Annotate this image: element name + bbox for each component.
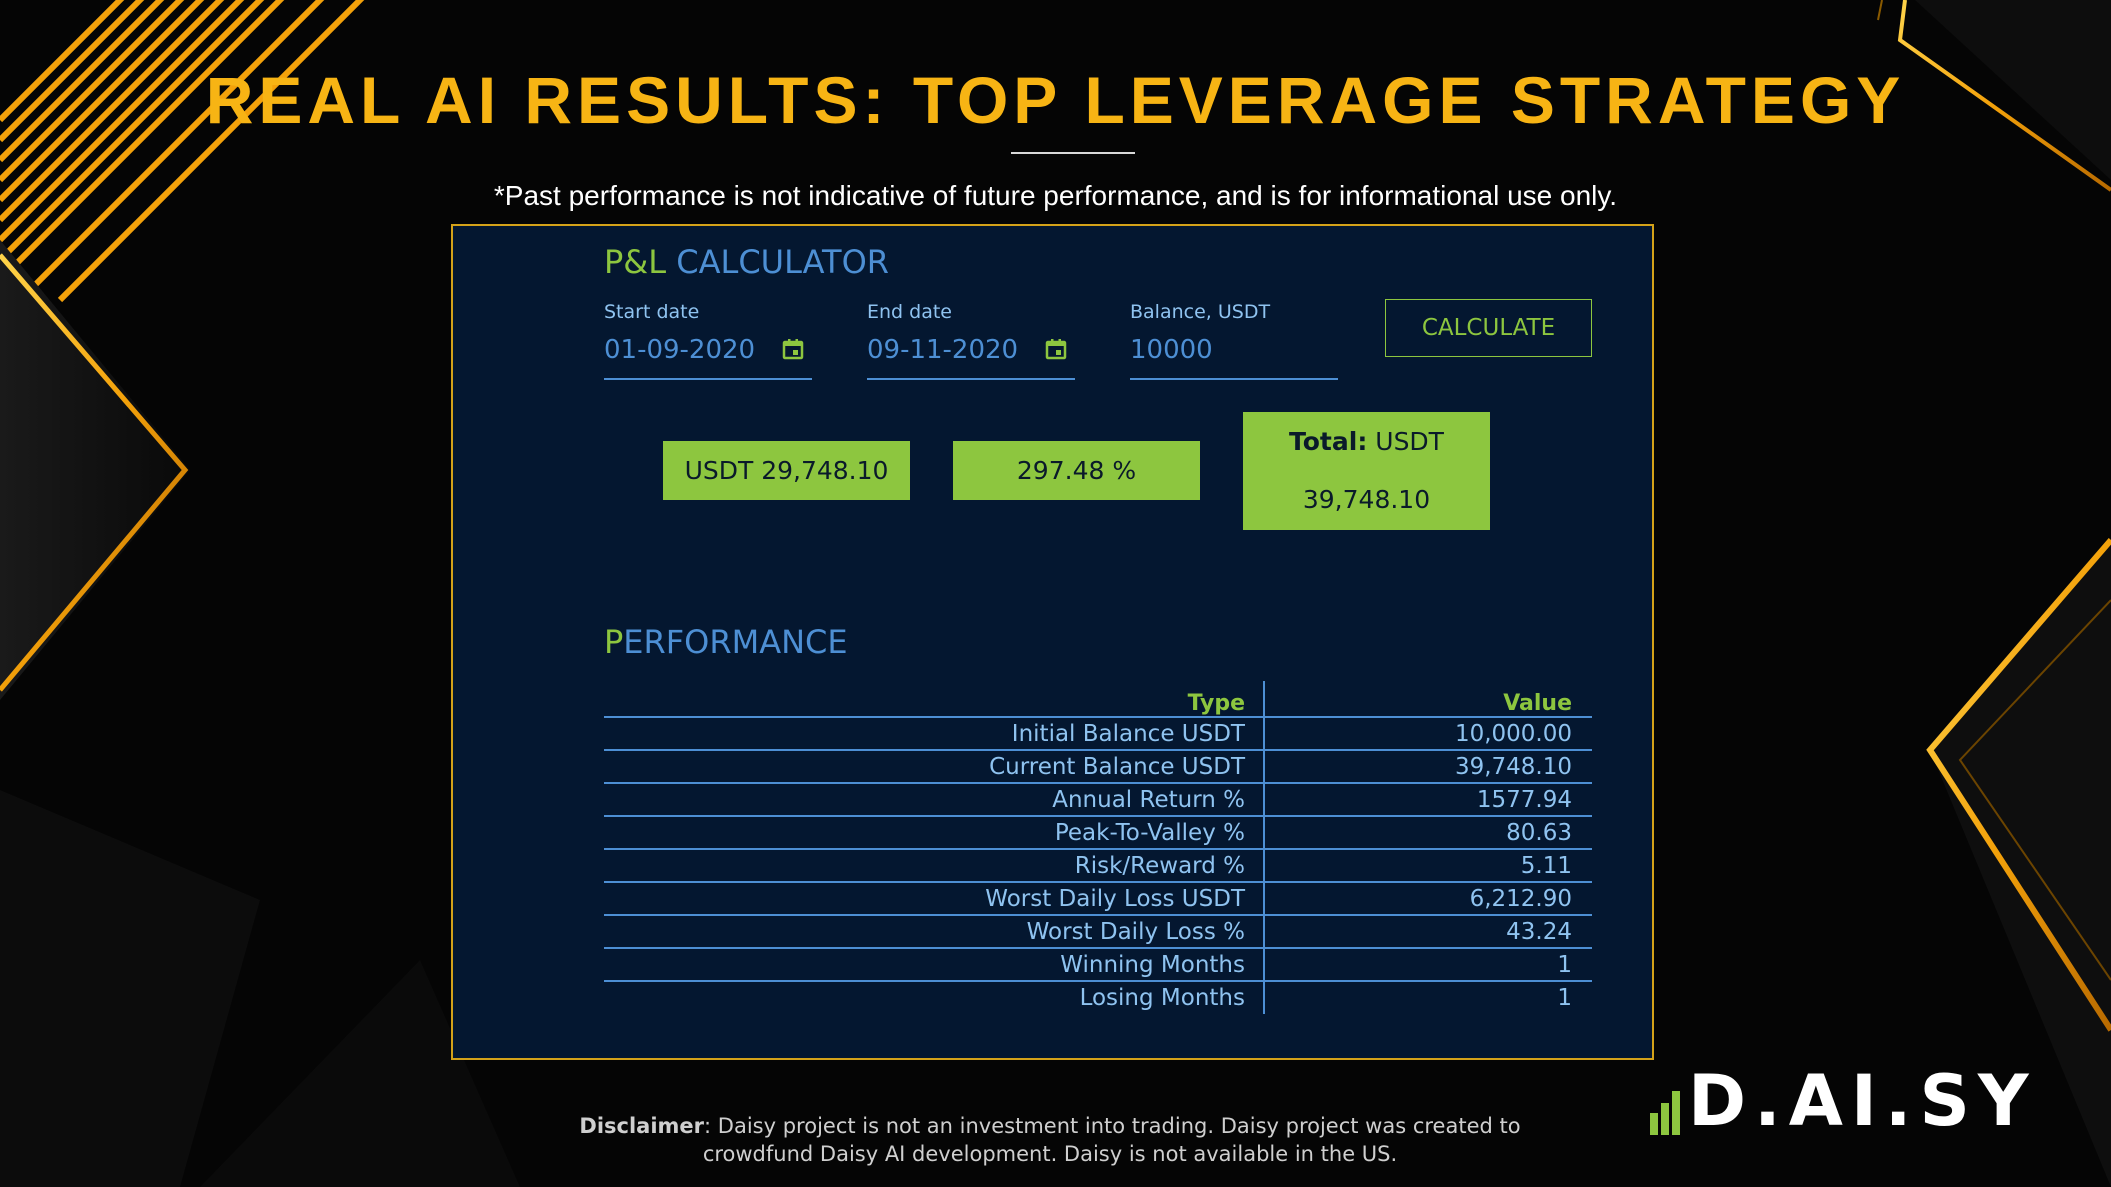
row-value: 1 <box>1264 948 1592 982</box>
table-row: Current Balance USDT 39,748.10 <box>604 750 1592 784</box>
row-type: Worst Daily Loss USDT <box>604 882 1265 916</box>
row-type: Peak-To-Valley % <box>604 816 1265 850</box>
column-header-type: Type <box>604 681 1265 718</box>
row-value: 10,000.00 <box>1264 717 1592 751</box>
row-value: 1 <box>1557 985 1572 1011</box>
calendar-icon[interactable] <box>1045 338 1067 360</box>
calendar-icon[interactable] <box>782 338 804 360</box>
row-value: 6,212.90 <box>1264 882 1592 916</box>
row-type: Winning Months <box>604 948 1265 982</box>
calculator-heading-first: P&L <box>604 243 667 281</box>
table-row: Worst Daily Loss USDT 6,212.90 <box>604 882 1592 916</box>
column-header-value: Value <box>1264 681 1592 718</box>
row-value: 1577.94 <box>1264 783 1592 817</box>
logo-bars-icon <box>1650 1091 1680 1135</box>
total-heading: Total: USDT <box>1289 427 1444 457</box>
table-row: Winning Months 1 <box>604 948 1592 982</box>
pl-calculator-panel: P&L CALCULATOR Start date 01-09-2020 End… <box>451 224 1654 1060</box>
title-divider <box>1011 152 1135 154</box>
balance-label: Balance, USDT <box>1130 301 1271 323</box>
start-date-field[interactable]: Start date 01-09-2020 <box>604 300 812 380</box>
total-box: Total: USDT 39,748.10 <box>1243 412 1490 530</box>
profit-percent-box: 297.48 % <box>953 441 1200 500</box>
row-value: 43.24 <box>1264 915 1592 949</box>
calculator-heading-rest: CALCULATOR <box>676 243 890 281</box>
performance-table: Type Value Initial Balance USDT 10,000.00… <box>604 681 1592 1014</box>
row-type: Losing Months <box>604 981 1265 1014</box>
table-row: Initial Balance USDT 10,000.00 <box>604 717 1592 751</box>
row-value: 80.63 <box>1264 816 1592 850</box>
profit-usdt-box: USDT 29,748.10 <box>663 441 910 500</box>
page-title: REAL AI RESULTS: TOP LEVERAGE STRATEGY <box>205 63 1906 137</box>
table-row: Annual Return % 1577.94 <box>604 783 1592 817</box>
start-date-label: Start date <box>604 301 700 323</box>
total-currency: USDT <box>1375 427 1444 456</box>
performance-heading: PERFORMANCE <box>604 622 848 662</box>
calculator-heading: P&L CALCULATOR <box>604 242 889 282</box>
row-value: 39,748.10 <box>1264 750 1592 784</box>
performance-heading-first: P <box>604 623 624 661</box>
disclaimer-text: : Daisy project is not an investment int… <box>702 1114 1521 1166</box>
row-value: 5.11 <box>1264 849 1592 883</box>
balance-field[interactable]: Balance, USDT 10000 <box>1130 300 1338 380</box>
start-date-underline <box>604 378 812 380</box>
end-date-label: End date <box>867 301 952 323</box>
balance-value[interactable]: 10000 <box>1130 335 1213 365</box>
row-type: Worst Daily Loss % <box>604 915 1265 949</box>
disclaimer: Disclaimer: Daisy project is not an inve… <box>560 1112 1540 1168</box>
balance-underline <box>1130 378 1338 380</box>
table-header-row: Type Value <box>604 681 1592 718</box>
daisy-logo: D.AI.SY <box>1688 1060 2037 1142</box>
total-label: Total: <box>1289 427 1368 456</box>
row-type: Annual Return % <box>604 783 1265 817</box>
performance-heading-rest: ERFORMANCE <box>623 623 848 661</box>
total-value: 39,748.10 <box>1302 485 1431 514</box>
start-date-value[interactable]: 01-09-2020 <box>604 335 756 365</box>
disclaimer-label: Disclaimer <box>579 1114 705 1138</box>
table-row: Losing Months 1 <box>604 981 1592 1014</box>
table-row: Risk/Reward % 5.11 <box>604 849 1592 883</box>
calculate-button[interactable]: CALCULATE <box>1385 299 1592 357</box>
row-type: Risk/Reward % <box>604 849 1265 883</box>
row-type: Current Balance USDT <box>604 750 1265 784</box>
end-date-underline <box>867 378 1075 380</box>
end-date-field[interactable]: End date 09-11-2020 <box>867 300 1075 380</box>
row-type: Initial Balance USDT <box>604 717 1265 751</box>
table-row: Peak-To-Valley % 80.63 <box>604 816 1592 850</box>
performance-notice: *Past performance is not indicative of f… <box>493 180 1618 211</box>
end-date-value[interactable]: 09-11-2020 <box>867 335 1019 365</box>
table-row: Worst Daily Loss % 43.24 <box>604 915 1592 949</box>
